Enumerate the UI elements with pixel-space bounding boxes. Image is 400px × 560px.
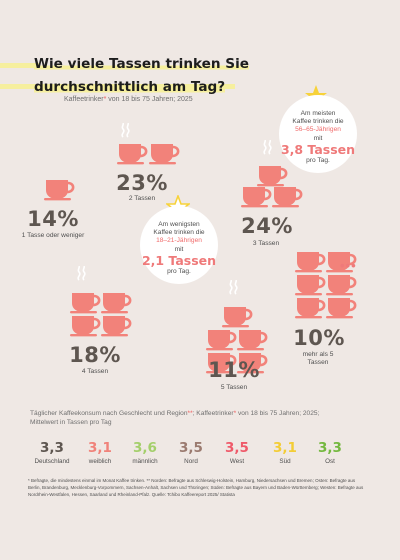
pct-label-4: 18% xyxy=(69,343,121,367)
coffee-cup-icon xyxy=(241,187,272,208)
avg-value: 3,1 xyxy=(273,440,297,456)
callout-low-age: 18–21-Jährigen xyxy=(156,237,202,245)
avg-label: männlich xyxy=(132,458,158,465)
category-label-4: 4 Tassen xyxy=(81,368,109,375)
avg-label: Süd xyxy=(279,458,291,465)
callout-most-coffee: Am meisten Kaffee trinken die 56–65-Jähr… xyxy=(279,95,357,173)
pct-label-1: 14% xyxy=(27,207,79,231)
coffee-cup-icon xyxy=(326,275,357,296)
pct-label-5: 11% xyxy=(208,358,260,382)
pct-label-2: 23% xyxy=(116,171,168,195)
coffee-cup-icon xyxy=(70,293,101,314)
table-heading-text4: Mittelwert in Tassen pro Tag xyxy=(30,418,112,426)
callout-high-age: 56–65-Jährigen xyxy=(295,126,341,134)
table-heading-text: Täglicher Kaffeekonsum nach Geschlecht u… xyxy=(30,410,188,417)
avg-value: 3,3 xyxy=(318,440,342,456)
pct-label-3: 24% xyxy=(241,214,293,238)
avg-value: 3,3 xyxy=(40,440,64,456)
coffee-cup-icon xyxy=(101,293,132,314)
coffee-cup-icon xyxy=(44,180,75,201)
callout-high-line2: Kaffee trinken die xyxy=(292,118,344,126)
steam-icon xyxy=(229,280,238,295)
avg-ost: 3,3 Ost xyxy=(305,440,355,465)
coffee-cup-icon xyxy=(326,298,357,319)
pct-label-6: 10% xyxy=(293,326,345,350)
callout-low-mit: mit xyxy=(174,245,184,253)
avg-west: 3,5 West xyxy=(212,440,262,465)
avg-label: Nord xyxy=(184,458,198,465)
coffee-cup-icon xyxy=(149,144,180,165)
table-heading-text2: ; Kaffeetrinker xyxy=(192,410,234,417)
coffee-cup-icon xyxy=(117,144,148,165)
avg-label: Deutschland xyxy=(34,458,70,465)
coffee-cup-icon xyxy=(70,316,101,337)
category-label-1: 1 Tasse oder weniger xyxy=(21,232,85,239)
coffee-cup-icon xyxy=(295,298,326,319)
more-dots-icon: ••• xyxy=(340,258,357,273)
avg-weiblich: 3,1 weiblich xyxy=(75,440,125,465)
coffee-cup-icon xyxy=(237,353,268,374)
coffee-cup-icon xyxy=(206,353,237,374)
coffee-cup-icon xyxy=(326,252,357,273)
coffee-cup-icon xyxy=(237,330,268,351)
avg-value: 3,5 xyxy=(225,440,249,456)
steam-icon xyxy=(77,266,86,281)
category-label-3: 3 Tassen xyxy=(252,240,280,247)
avg-value: 3,6 xyxy=(133,440,157,456)
table-heading-mark2: * xyxy=(233,410,237,417)
steam-icon xyxy=(121,123,130,138)
avg-deutschland: 3,3 Deutschland xyxy=(27,440,77,465)
coffee-cup-icon xyxy=(272,187,303,208)
coffee-cup-icon xyxy=(101,316,132,337)
footnote: * Befragte, die mindestens einmal im Mon… xyxy=(28,478,364,498)
avg-sued: 3,1 Süd xyxy=(260,440,310,465)
steam-icon xyxy=(263,140,272,155)
subtitle: Kaffeetrinker* von 18 bis 75 Jahren; 202… xyxy=(64,96,193,103)
avg-value: 3,1 xyxy=(88,440,112,456)
avg-value: 3,5 xyxy=(179,440,203,456)
avg-maennlich: 3,6 männlich xyxy=(120,440,170,465)
callout-high-mit: mit xyxy=(313,134,323,142)
table-heading-mark: ** xyxy=(187,410,193,417)
coffee-cup-icon xyxy=(295,252,326,273)
subtitle-footnote-mark: * xyxy=(103,96,107,103)
table-heading-text3: von 18 bis 75 Jahren; 2025; xyxy=(236,410,320,417)
category-label-5: 5 Tassen xyxy=(220,384,248,391)
coffee-cup-icon xyxy=(222,307,253,328)
callout-high-unit: pro Tag. xyxy=(306,156,330,164)
avg-label: West xyxy=(229,458,245,465)
subtitle-text: Kaffeetrinker xyxy=(64,96,104,103)
category-label-6: mehr als 5 Tassen xyxy=(302,351,334,366)
highlight-stripe-top xyxy=(0,63,40,68)
callout-least-coffee: Am wenigsten Kaffee trinken die 18–21-Jä… xyxy=(140,206,218,284)
coffee-cup-icon xyxy=(295,275,326,296)
avg-label: weiblich xyxy=(88,458,112,465)
callout-low-unit: pro Tag. xyxy=(167,267,191,275)
page-title: Wie viele Tassen trinken Sie durchschnit… xyxy=(34,53,264,99)
table-heading: Täglicher Kaffeekonsum nach Geschlecht u… xyxy=(30,410,350,427)
avg-label: Ost xyxy=(325,458,335,465)
avg-nord: 3,5 Nord xyxy=(166,440,216,465)
coffee-cup-icon xyxy=(257,166,288,187)
callout-low-value: 2,1 Tassen xyxy=(141,252,217,268)
title-line-2: durchschnittlich am Tag? xyxy=(34,79,226,95)
callout-high-line1: Am meisten xyxy=(300,110,336,117)
category-label-2: 2 Tassen xyxy=(128,195,156,202)
subtitle-rest: von 18 bis 75 Jahren; 2025 xyxy=(106,96,193,103)
title-line-1: Wie viele Tassen trinken Sie xyxy=(34,56,249,72)
callout-high-value: 3,8 Tassen xyxy=(280,141,356,157)
callout-low-line2: Kaffee trinken die xyxy=(153,229,205,237)
coffee-cup-icon xyxy=(206,330,237,351)
callout-low-line1: Am wenigsten xyxy=(158,221,200,228)
